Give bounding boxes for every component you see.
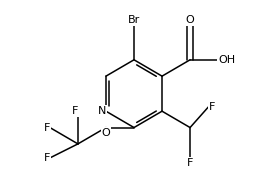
Text: F: F <box>43 153 50 163</box>
Text: O: O <box>102 128 110 138</box>
Text: F: F <box>187 158 193 168</box>
Text: F: F <box>43 122 50 133</box>
Text: N: N <box>98 106 106 116</box>
Text: O: O <box>186 15 195 25</box>
Text: OH: OH <box>218 55 235 65</box>
Text: Br: Br <box>128 15 140 25</box>
Text: F: F <box>72 106 78 116</box>
Text: F: F <box>209 101 215 112</box>
